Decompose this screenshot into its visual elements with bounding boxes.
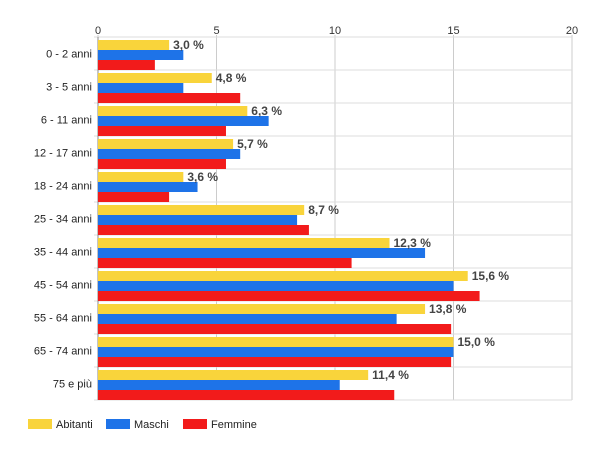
- y-tick-label: 45 - 54 anni: [34, 280, 92, 292]
- bar-femmine: [98, 390, 395, 400]
- bar-maschi: [98, 281, 454, 291]
- y-tick-label: 0 - 2 anni: [46, 49, 92, 61]
- bar-femmine: [98, 93, 241, 103]
- y-tick-label: 12 - 17 anni: [34, 148, 92, 160]
- y-tick-label: 3 - 5 anni: [46, 82, 92, 94]
- bar-abitanti: [98, 337, 454, 347]
- legend-swatch-maschi: [106, 419, 130, 429]
- bar-maschi: [98, 347, 454, 357]
- legend-label-femmine: Femmine: [211, 419, 257, 431]
- bar-maschi: [98, 215, 298, 225]
- bar-abitanti: [98, 40, 170, 50]
- data-label: 6,3 %: [251, 104, 282, 118]
- y-tick-label: 6 - 11 anni: [41, 115, 92, 127]
- bar-abitanti: [98, 370, 369, 380]
- bar-abitanti: [98, 73, 212, 83]
- bar-femmine: [98, 126, 226, 136]
- bar-abitanti: [98, 271, 468, 281]
- data-label: 15,0 %: [458, 335, 496, 349]
- legend-swatch-abitanti: [28, 419, 52, 429]
- legend-label-abitanti: Abitanti: [56, 419, 93, 431]
- data-label: 5,7 %: [237, 137, 268, 151]
- y-tick-label: 75 e più: [53, 379, 92, 391]
- data-label: 12,3 %: [394, 236, 432, 250]
- y-tick-label: 25 - 34 anni: [34, 214, 92, 226]
- bar-femmine: [98, 291, 480, 301]
- y-tick-label: 18 - 24 anni: [34, 181, 92, 193]
- bar-maschi: [98, 380, 340, 390]
- x-tick-label: 20: [566, 25, 578, 37]
- bar-abitanti: [98, 304, 426, 314]
- bar-maschi: [98, 116, 269, 126]
- bar-femmine: [98, 159, 226, 169]
- data-label: 3,0 %: [173, 38, 204, 52]
- bar-abitanti: [98, 238, 390, 248]
- data-label: 3,6 %: [187, 170, 218, 184]
- x-tick-label: 15: [447, 25, 459, 37]
- bar-abitanti: [98, 106, 248, 116]
- data-label: 8,7 %: [308, 203, 339, 217]
- data-label: 15,6 %: [472, 269, 510, 283]
- data-label: 11,4 %: [372, 368, 409, 382]
- data-label: 13,8 %: [429, 302, 467, 316]
- x-tick-label: 5: [213, 25, 219, 37]
- x-tick-label: 0: [95, 25, 101, 37]
- bar-abitanti: [98, 205, 305, 215]
- bar-maschi: [98, 182, 198, 192]
- bar-femmine: [98, 357, 452, 367]
- bar-maschi: [98, 83, 184, 93]
- bar-femmine: [98, 324, 452, 334]
- x-tick-label: 10: [329, 25, 341, 37]
- y-tick-label: 35 - 44 anni: [34, 247, 92, 259]
- bar-maschi: [98, 248, 426, 258]
- data-label: 4,8 %: [216, 71, 247, 85]
- legend-label-maschi: Maschi: [134, 419, 169, 431]
- bar-femmine: [98, 258, 352, 268]
- legend-swatch-femmine: [183, 419, 207, 429]
- y-tick-label: 55 - 64 anni: [34, 313, 92, 325]
- bar-maschi: [98, 149, 241, 159]
- bar-maschi: [98, 50, 184, 60]
- bar-abitanti: [98, 139, 234, 149]
- bar-femmine: [98, 192, 170, 202]
- bar-maschi: [98, 314, 397, 324]
- y-tick-label: 65 - 74 anni: [34, 346, 92, 358]
- bar-femmine: [98, 225, 309, 235]
- bar-femmine: [98, 60, 155, 70]
- bar-abitanti: [98, 172, 184, 182]
